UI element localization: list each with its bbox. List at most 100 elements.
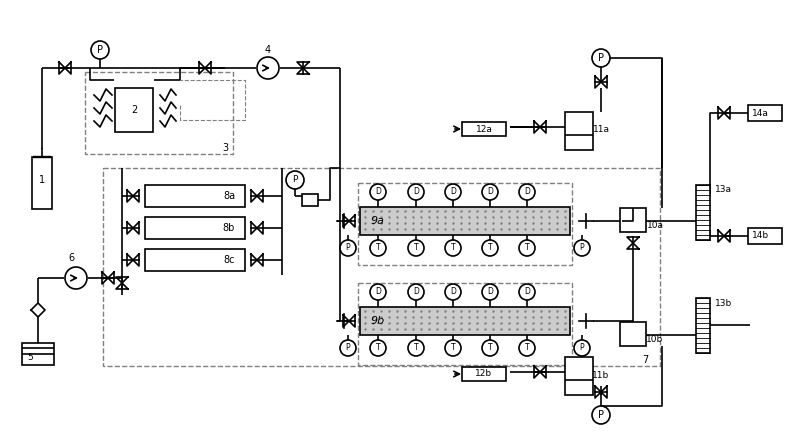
Text: D: D — [524, 187, 530, 197]
Text: P: P — [580, 343, 584, 352]
Circle shape — [370, 240, 386, 256]
Circle shape — [519, 340, 535, 356]
Text: D: D — [450, 287, 456, 296]
Text: T: T — [414, 243, 418, 253]
Circle shape — [445, 284, 461, 300]
Circle shape — [592, 49, 610, 67]
Text: 14a: 14a — [752, 108, 769, 118]
Text: D: D — [375, 187, 381, 197]
Bar — [22, 343, 54, 365]
Bar — [115, 88, 153, 132]
Text: D: D — [487, 187, 493, 197]
Circle shape — [408, 240, 424, 256]
Bar — [462, 122, 506, 136]
Bar — [360, 207, 570, 235]
Text: 12b: 12b — [475, 369, 493, 378]
Text: T: T — [525, 243, 530, 253]
Text: 11b: 11b — [592, 371, 610, 379]
Text: T: T — [376, 343, 380, 352]
Text: 13a: 13a — [715, 185, 732, 194]
Circle shape — [370, 340, 386, 356]
Text: D: D — [487, 287, 493, 296]
Bar — [565, 112, 593, 150]
Text: P: P — [292, 175, 298, 184]
Circle shape — [65, 267, 87, 289]
Circle shape — [370, 284, 386, 300]
Bar — [620, 322, 646, 346]
Text: 10a: 10a — [646, 221, 663, 230]
Text: 1: 1 — [39, 175, 45, 185]
Text: T: T — [488, 243, 492, 253]
Bar — [462, 367, 506, 381]
Text: D: D — [450, 187, 456, 197]
Text: 11a: 11a — [593, 125, 610, 135]
Text: P: P — [598, 410, 604, 420]
Text: 8a: 8a — [223, 191, 235, 201]
Text: P: P — [598, 53, 604, 63]
Circle shape — [445, 240, 461, 256]
Text: T: T — [525, 343, 530, 352]
Circle shape — [519, 284, 535, 300]
Text: D: D — [413, 287, 419, 296]
Text: D: D — [375, 287, 381, 296]
Text: P: P — [346, 343, 350, 352]
Text: P: P — [580, 243, 584, 253]
Circle shape — [408, 184, 424, 200]
Circle shape — [574, 240, 590, 256]
Circle shape — [370, 184, 386, 200]
Circle shape — [482, 284, 498, 300]
Bar — [748, 105, 782, 121]
Bar — [565, 357, 593, 395]
Bar — [85, 72, 233, 154]
Text: 3: 3 — [222, 143, 228, 153]
Circle shape — [91, 41, 109, 59]
Circle shape — [445, 340, 461, 356]
Bar — [145, 185, 245, 207]
Circle shape — [519, 184, 535, 200]
Text: P: P — [97, 45, 103, 55]
Text: T: T — [414, 343, 418, 352]
Text: 14b: 14b — [752, 231, 769, 240]
Text: T: T — [376, 243, 380, 253]
Text: 7: 7 — [642, 355, 648, 365]
Bar — [32, 157, 52, 209]
Circle shape — [482, 240, 498, 256]
Text: 5: 5 — [27, 354, 33, 362]
Text: 9a: 9a — [371, 216, 385, 226]
Bar — [358, 183, 572, 265]
Circle shape — [408, 284, 424, 300]
Bar — [302, 194, 318, 206]
Circle shape — [482, 340, 498, 356]
Bar — [696, 297, 710, 352]
Text: T: T — [488, 343, 492, 352]
Text: 9b: 9b — [371, 316, 385, 326]
Bar — [620, 208, 646, 232]
Text: P: P — [346, 243, 350, 253]
Text: D: D — [524, 287, 530, 296]
Circle shape — [482, 184, 498, 200]
Text: T: T — [450, 243, 455, 253]
Text: 2: 2 — [131, 105, 137, 115]
Bar — [145, 217, 245, 239]
Text: 6: 6 — [68, 253, 74, 263]
Bar — [360, 307, 570, 335]
Circle shape — [340, 240, 356, 256]
Text: 13b: 13b — [715, 299, 732, 308]
Text: 12a: 12a — [475, 125, 493, 134]
Circle shape — [519, 240, 535, 256]
Text: T: T — [450, 343, 455, 352]
Bar — [696, 184, 710, 240]
Text: D: D — [413, 187, 419, 197]
Circle shape — [257, 57, 279, 79]
Circle shape — [286, 171, 304, 189]
Bar — [358, 283, 572, 365]
Text: 4: 4 — [265, 45, 271, 55]
Circle shape — [574, 340, 590, 356]
Text: 8b: 8b — [223, 223, 235, 233]
Circle shape — [592, 406, 610, 424]
Circle shape — [340, 340, 356, 356]
Text: 8c: 8c — [223, 255, 234, 265]
Text: 10b: 10b — [646, 335, 664, 345]
Bar — [748, 228, 782, 244]
Bar — [103, 168, 660, 366]
